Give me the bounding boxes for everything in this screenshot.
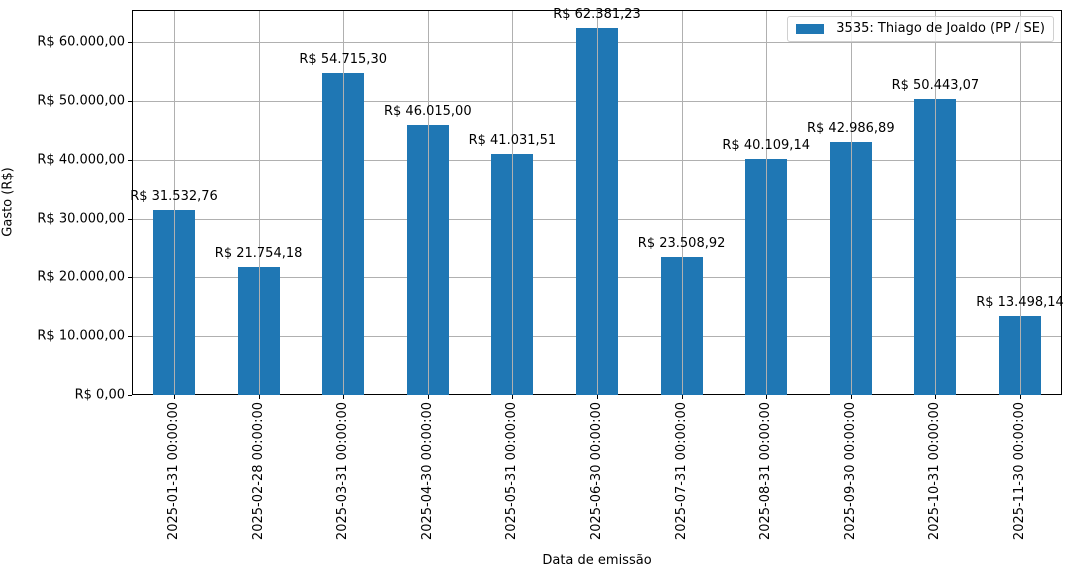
x-tick-mark	[258, 395, 260, 399]
gridline-vertical	[174, 11, 175, 394]
x-tick-mark	[174, 395, 175, 399]
gridline-vertical	[850, 11, 852, 394]
x-tick-label: 2025-01-31 00:00:00	[166, 402, 181, 541]
x-tick-label: 2025-08-31 00:00:00	[758, 402, 774, 541]
y-tick-label: R$ 40.000,00	[37, 152, 125, 168]
bar-value-label: R$ 46.015,00	[383, 103, 472, 119]
x-tick-mark	[850, 395, 852, 399]
x-tick-mark	[681, 395, 683, 399]
y-tick-label: R$ 0,00	[74, 387, 125, 403]
x-tick-mark	[1020, 395, 1021, 399]
legend-swatch	[796, 23, 825, 34]
y-tick-mark	[128, 277, 132, 279]
bar-value-label: R$ 40.109,14	[722, 138, 810, 154]
y-tick-mark	[128, 101, 132, 103]
bar-value-label: R$ 23.508,92	[637, 235, 726, 251]
x-tick-mark	[935, 395, 937, 399]
y-tick-label: R$ 50.000,00	[37, 93, 125, 109]
y-tick-mark	[128, 42, 132, 44]
x-tick-mark	[766, 395, 768, 399]
x-tick-mark	[512, 395, 514, 399]
y-tick-label: R$ 30.000,00	[37, 211, 125, 227]
x-tick-label: 2025-07-31 00:00:00	[673, 402, 689, 541]
gridline-vertical	[597, 11, 598, 394]
gridline-vertical	[681, 11, 683, 394]
bar-value-label: R$ 31.532,76	[130, 188, 218, 204]
y-tick-label: R$ 10.000,00	[37, 328, 125, 344]
x-tick-label: 2025-03-31 00:00:00	[335, 402, 351, 541]
y-tick-mark	[128, 336, 132, 338]
y-tick-label: R$ 60.000,00	[37, 34, 125, 50]
x-tick-mark	[427, 395, 429, 399]
x-tick-label: 2025-05-31 00:00:00	[504, 402, 520, 541]
y-tick-label: R$ 20.000,00	[37, 269, 125, 285]
bar-value-label: R$ 62.381,23	[553, 7, 641, 23]
bar-value-label: R$ 42.986,89	[806, 121, 895, 137]
bar-value-label: R$ 13.498,14	[976, 294, 1064, 310]
bar-value-label: R$ 21.754,18	[214, 246, 303, 262]
gridline-vertical	[343, 11, 345, 394]
gridline-vertical	[766, 11, 768, 394]
x-tick-label: 2025-11-30 00:00:00	[1012, 402, 1027, 541]
plot-area	[132, 10, 1062, 395]
gridline-vertical	[935, 11, 937, 394]
y-tick-mark	[128, 159, 132, 161]
y-tick-mark	[128, 395, 132, 396]
y-axis-label: Gasto (R$)	[0, 167, 16, 237]
gridline-vertical	[1020, 11, 1021, 394]
bar-value-label: R$ 54.715,30	[299, 52, 387, 68]
bar-value-label: R$ 41.031,51	[468, 132, 557, 148]
bar-value-label: R$ 50.443,07	[891, 77, 980, 93]
x-tick-mark	[343, 395, 345, 399]
x-tick-mark	[597, 395, 598, 399]
y-tick-mark	[128, 218, 132, 220]
gridline-vertical	[427, 11, 429, 394]
x-tick-label: 2025-02-28 00:00:00	[250, 402, 266, 541]
legend-label: 3535: Thiago de Joaldo (PP / SE)	[836, 21, 1045, 36]
legend: 3535: Thiago de Joaldo (PP / SE)	[787, 16, 1054, 42]
x-tick-label: 2025-09-30 00:00:00	[842, 402, 858, 541]
x-tick-label: 2025-04-30 00:00:00	[419, 402, 435, 541]
gridline-vertical	[258, 11, 260, 394]
x-tick-label: 2025-06-30 00:00:00	[589, 402, 604, 541]
x-tick-label: 2025-10-31 00:00:00	[927, 402, 943, 541]
gridline-vertical	[512, 11, 514, 394]
x-axis-label: Data de emissão	[542, 553, 652, 568]
